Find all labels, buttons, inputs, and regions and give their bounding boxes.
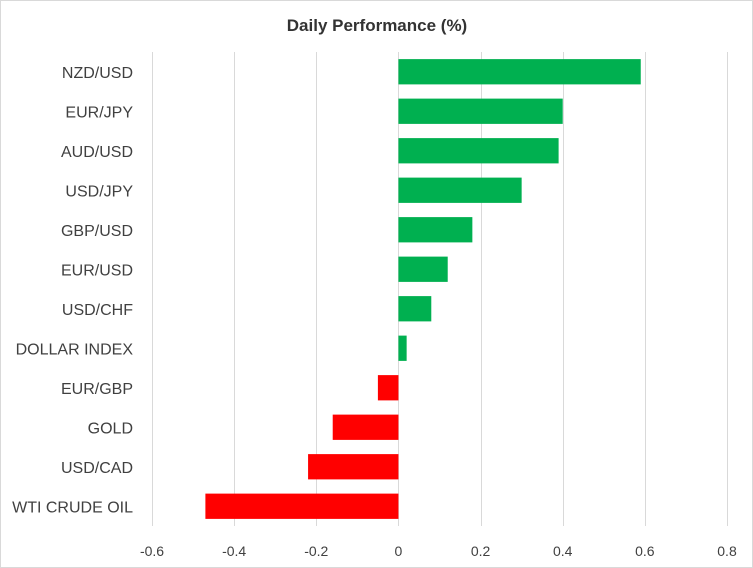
x-axis-tick-labels: -0.6 -0.4 -0.2 0 0.2 0.4 0.6 0.8 xyxy=(140,543,737,559)
category-label: NZD/USD xyxy=(62,65,133,82)
bar xyxy=(308,454,399,480)
x-tick-label: 0.6 xyxy=(635,543,655,559)
bar xyxy=(398,59,641,85)
category-label: USD/CAD xyxy=(61,460,133,477)
x-tick-label: 0 xyxy=(395,543,403,559)
x-tick-label: -0.6 xyxy=(140,543,164,559)
bar xyxy=(377,375,399,401)
category-label: GBP/USD xyxy=(61,223,133,240)
x-tick-label: 0.4 xyxy=(553,543,573,559)
chart-title: Daily Performance (%) xyxy=(287,16,467,35)
bar xyxy=(398,256,448,282)
bar xyxy=(398,138,559,164)
category-label: EUR/GBP xyxy=(61,381,133,398)
category-label: AUD/USD xyxy=(61,144,133,161)
category-label: EUR/USD xyxy=(61,262,133,279)
bar xyxy=(332,414,399,440)
bar xyxy=(398,296,432,322)
x-tick-label: 0.8 xyxy=(717,543,737,559)
x-tick-label: -0.4 xyxy=(222,543,246,559)
bars xyxy=(205,59,641,519)
category-label: USD/JPY xyxy=(65,183,133,200)
bar xyxy=(205,493,399,519)
x-tick-label: 0.2 xyxy=(471,543,491,559)
bar xyxy=(398,177,522,203)
bar xyxy=(398,217,473,243)
bar xyxy=(398,98,563,124)
gridlines xyxy=(152,52,728,526)
x-tick-label: -0.2 xyxy=(304,543,328,559)
bar xyxy=(398,335,407,361)
category-labels: NZD/USD EUR/JPY AUD/USD USD/JPY GBP/USD EUR/U… xyxy=(12,65,133,517)
category-label: USD/CHF xyxy=(62,302,133,319)
category-label: GOLD xyxy=(88,420,133,437)
category-label: DOLLAR INDEX xyxy=(16,341,134,358)
category-label: WTI CRUDE OIL xyxy=(12,499,133,516)
category-label: EUR/JPY xyxy=(65,104,133,121)
